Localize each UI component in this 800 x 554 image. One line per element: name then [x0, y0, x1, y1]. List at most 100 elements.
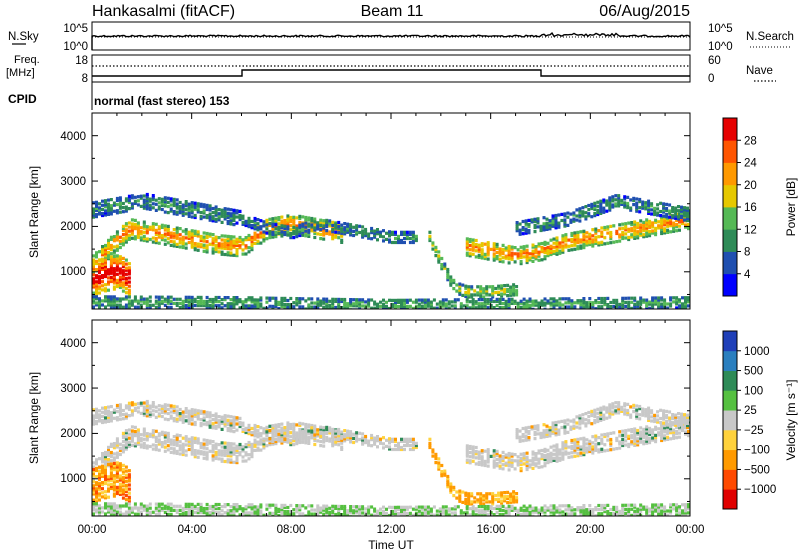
power-cell: [304, 299, 308, 303]
power-cell: [127, 303, 131, 307]
power-cell: [107, 238, 110, 242]
power-cell: [525, 258, 529, 263]
power-cell: [548, 221, 552, 225]
power-cell: [181, 305, 185, 309]
velocity-cell: [669, 425, 673, 429]
velocity-cell: [542, 429, 546, 433]
velocity-cell: [181, 418, 185, 422]
velocity-cell: [570, 438, 574, 443]
velocity-cell: [250, 450, 254, 455]
velocity-cell: [337, 427, 341, 432]
power-cell: [570, 299, 574, 303]
power-cell: [121, 210, 125, 214]
velocity-cell: [184, 407, 188, 411]
power-cell: [298, 223, 302, 227]
power-cell: [229, 216, 233, 220]
power-cell: [304, 217, 308, 222]
power-cell: [343, 297, 347, 302]
power-cell: [509, 289, 513, 293]
velocity-cell: [286, 421, 290, 425]
power-cell: [172, 236, 176, 240]
power-cell: [109, 303, 113, 307]
power-cell: [172, 234, 176, 238]
velocity-cell: [98, 510, 101, 514]
power-cell: [127, 229, 131, 233]
velocity-cell: [642, 429, 646, 434]
power-cell: [253, 302, 257, 306]
velocity-cell: [166, 440, 170, 444]
power-cell: [107, 198, 110, 202]
power-cell: [214, 213, 218, 217]
power-cell: [95, 253, 98, 257]
power-cell: [118, 196, 122, 200]
velocity-cell: [656, 420, 660, 424]
velocity-cell: [277, 429, 281, 433]
velocity-cell: [388, 439, 391, 443]
power-cell: [92, 285, 95, 289]
power-cell: [434, 254, 438, 258]
velocity-cell: [109, 413, 113, 417]
velocity-cell: [107, 502, 110, 506]
power-cell: [477, 253, 481, 257]
power-cell: [593, 212, 597, 216]
velocity-cell: [665, 420, 669, 424]
power-cell: [301, 226, 305, 230]
power-cell: [458, 284, 462, 288]
power-cell: [411, 238, 415, 243]
power-cell: [250, 235, 254, 239]
power-cell: [208, 212, 212, 216]
velocity-cell: [220, 449, 224, 453]
power-cell: [130, 218, 134, 222]
power-cell: [151, 196, 155, 200]
power-cell: [555, 248, 559, 252]
power-cell: [525, 299, 529, 303]
velocity-cell: [301, 440, 305, 444]
power-cell: [546, 245, 550, 249]
power-cell: [107, 208, 110, 212]
power-cell: [101, 263, 104, 267]
power-cell: [343, 228, 347, 232]
velocity-cell: [118, 464, 122, 468]
velocity-cell: [591, 441, 595, 445]
velocity-cell: [187, 419, 191, 423]
power-cell: [268, 236, 272, 240]
power-cell: [124, 224, 128, 228]
velocity-cell: [546, 454, 550, 458]
velocity-cell: [597, 450, 601, 454]
power-cell: [458, 282, 462, 286]
power-cell: [211, 241, 215, 245]
velocity-cell: [274, 434, 278, 438]
velocity-cell: [621, 433, 625, 437]
velocity-cell: [95, 422, 98, 426]
velocity-cell: [545, 434, 549, 438]
velocity-cell: [497, 491, 501, 495]
power-cell: [199, 217, 203, 221]
velocity-cell: [500, 495, 504, 499]
power-cell: [154, 301, 158, 305]
velocity-cell: [190, 418, 194, 422]
velocity-cell: [576, 437, 580, 441]
power-cell: [322, 226, 326, 230]
velocity-cell: [109, 419, 113, 423]
power-cell: [671, 216, 675, 220]
velocity-cell: [118, 446, 122, 450]
power-cell: [121, 275, 125, 279]
velocity-cell: [142, 431, 146, 435]
power-cell: [157, 205, 161, 209]
power-cell: [624, 222, 628, 226]
power-cell: [548, 223, 552, 227]
power-cell: [238, 215, 242, 220]
power-cell: [223, 246, 227, 250]
power-cell: [525, 305, 529, 309]
power-cell: [555, 299, 559, 303]
velocity-cell: [184, 437, 188, 441]
power-cell: [226, 240, 230, 245]
power-cell: [651, 296, 655, 300]
velocity-cell: [247, 457, 251, 461]
power-cell: [127, 305, 131, 309]
velocity-cell: [295, 435, 299, 439]
power-cell: [130, 301, 134, 305]
velocity-cell: [660, 432, 664, 436]
velocity-cell: [109, 417, 113, 421]
velocity-cell: [181, 420, 185, 424]
